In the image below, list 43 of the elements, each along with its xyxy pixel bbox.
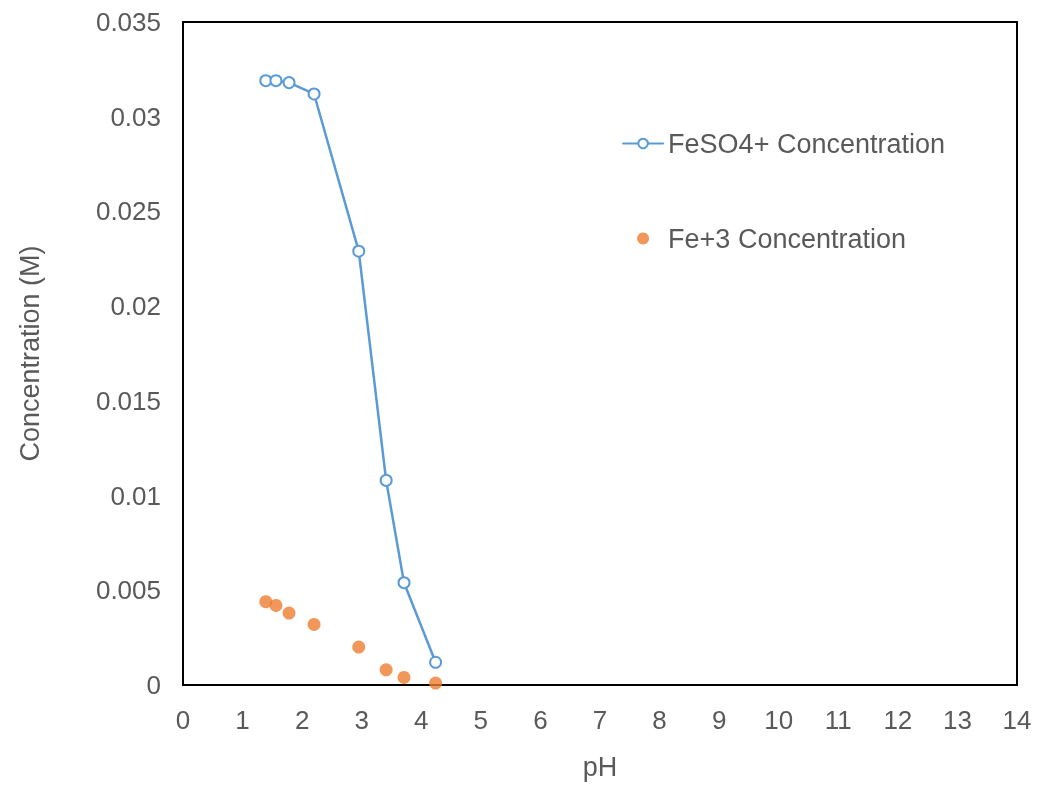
point xyxy=(397,576,411,590)
y-tick-label: 0.01 xyxy=(110,480,161,511)
point xyxy=(379,663,393,677)
x-tick-label: 12 xyxy=(883,705,913,735)
point xyxy=(352,640,366,654)
point xyxy=(307,87,321,101)
point xyxy=(259,74,273,88)
legend-label: Fe+3 Concentration xyxy=(668,223,906,254)
x-tick-label: 5 xyxy=(473,705,489,735)
y-tick-label: 0.005 xyxy=(95,575,161,606)
point xyxy=(259,595,273,609)
point xyxy=(269,74,283,88)
x-tick-label: 3 xyxy=(354,705,369,735)
point xyxy=(269,598,283,612)
x-tick-label: 7 xyxy=(592,705,608,735)
x-tick-label: 11 xyxy=(824,705,852,735)
x-tick-label: 10 xyxy=(764,705,794,735)
y-tick-label: 0.03 xyxy=(110,101,161,132)
y-tick-label: 0.015 xyxy=(95,385,161,416)
y-tick-label: 0.035 xyxy=(95,7,161,37)
x-axis-title: pH xyxy=(582,751,618,782)
x-tick-label: 2 xyxy=(294,705,310,735)
point xyxy=(307,617,321,631)
point xyxy=(379,473,393,487)
y-tick-label: 0 xyxy=(146,670,161,700)
point xyxy=(282,76,296,90)
point xyxy=(429,676,443,690)
x-tick-label: 13 xyxy=(942,705,972,735)
point xyxy=(397,670,411,684)
y-tick-label: 0.025 xyxy=(95,196,161,227)
x-tick-label: 4 xyxy=(414,705,429,735)
x-tick-label: 9 xyxy=(711,705,727,735)
y-tick-label: 0.02 xyxy=(110,291,161,322)
legend-label: FeSO4+ Concentration xyxy=(668,128,946,159)
x-tick-label: 6 xyxy=(533,705,548,735)
x-tick-label: 1 xyxy=(235,705,250,735)
point xyxy=(352,244,366,258)
x-tick-label: 14 xyxy=(1002,705,1032,735)
point xyxy=(429,655,443,669)
y-axis-title: Concentration (M) xyxy=(14,245,45,462)
point xyxy=(282,606,296,620)
x-tick-label: 8 xyxy=(652,705,667,735)
x-tick-label: 0 xyxy=(175,705,191,735)
